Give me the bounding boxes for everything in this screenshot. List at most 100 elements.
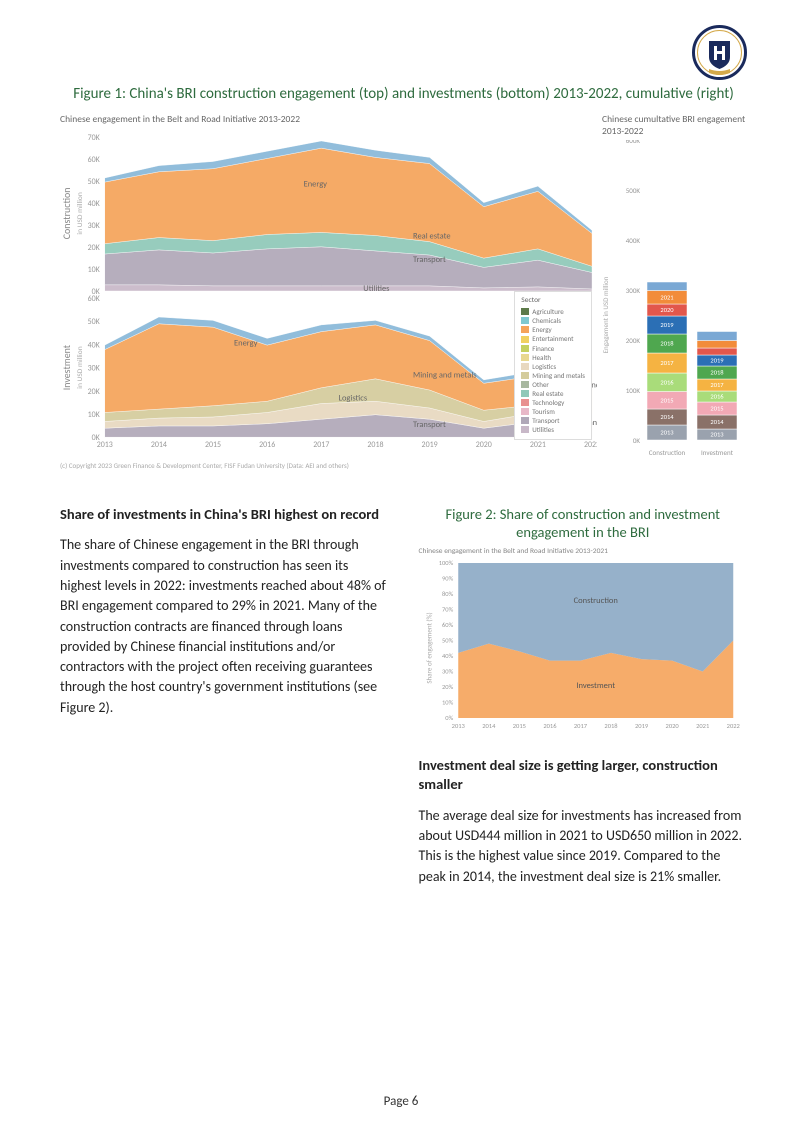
figure1-main-chart: Chinese engagement in the Belt and Road … bbox=[60, 113, 597, 470]
svg-text:20%: 20% bbox=[442, 683, 454, 691]
svg-text:600K: 600K bbox=[626, 140, 641, 145]
svg-text:Transport: Transport bbox=[413, 255, 446, 265]
svg-text:2015: 2015 bbox=[512, 722, 525, 730]
svg-text:2016: 2016 bbox=[710, 392, 724, 400]
content-columns: Share of investments in China's BRI high… bbox=[60, 505, 747, 888]
section2-heading: Investment deal size is getting larger, … bbox=[419, 756, 748, 794]
svg-text:Mining and metals: Mining and metals bbox=[413, 370, 477, 380]
figure1-footer: (c) Copyright 2023 Green Finance & Devel… bbox=[60, 461, 597, 470]
svg-text:2014: 2014 bbox=[660, 413, 674, 421]
svg-text:Construction: Construction bbox=[649, 448, 686, 457]
legend-item: Health bbox=[521, 353, 585, 362]
svg-text:2019: 2019 bbox=[422, 440, 438, 450]
main-chart-title: Chinese engagement in the Belt and Road … bbox=[60, 113, 597, 125]
side-chart-title: Chinese cumultative BRI engagement 2013-… bbox=[602, 113, 747, 137]
svg-text:50K: 50K bbox=[88, 317, 101, 327]
svg-text:80%: 80% bbox=[442, 590, 454, 598]
section2-text: The average deal size for investments ha… bbox=[419, 806, 748, 887]
svg-text:40K: 40K bbox=[88, 340, 101, 350]
figure1-title: Figure 1: China's BRI construction engag… bbox=[60, 85, 747, 105]
legend-item: Technology bbox=[521, 398, 585, 407]
svg-text:90%: 90% bbox=[442, 575, 454, 583]
svg-text:Investment: Investment bbox=[701, 448, 734, 457]
svg-text:400K: 400K bbox=[626, 236, 641, 245]
right-column: Figure 2: Share of construction and inve… bbox=[419, 505, 748, 888]
svg-text:2015: 2015 bbox=[660, 396, 673, 404]
svg-text:Energy: Energy bbox=[234, 338, 258, 348]
svg-text:60%: 60% bbox=[442, 621, 454, 629]
svg-text:10K: 10K bbox=[88, 409, 101, 419]
svg-text:100K: 100K bbox=[626, 386, 641, 395]
svg-text:2021: 2021 bbox=[660, 293, 673, 301]
svg-text:Utilities: Utilities bbox=[363, 283, 390, 293]
figure1-side-chart: Chinese cumultative BRI engagement 2013-… bbox=[602, 113, 747, 470]
section1-heading: Share of investments in China's BRI high… bbox=[60, 505, 389, 524]
svg-text:in USD million: in USD million bbox=[76, 346, 85, 388]
svg-text:40%: 40% bbox=[442, 652, 454, 660]
svg-text:2017: 2017 bbox=[313, 440, 329, 450]
legend-item: Agriculture bbox=[521, 307, 585, 316]
svg-text:10%: 10% bbox=[442, 699, 454, 707]
legend-item: Utilities bbox=[521, 425, 585, 434]
svg-text:Logistics: Logistics bbox=[338, 393, 367, 403]
section1-text: The share of Chinese engagement in the B… bbox=[60, 535, 389, 718]
svg-text:60K: 60K bbox=[88, 293, 101, 303]
svg-text:2022: 2022 bbox=[726, 722, 740, 730]
svg-text:in USD million: in USD million bbox=[76, 192, 85, 234]
svg-text:2014: 2014 bbox=[482, 722, 496, 730]
svg-text:Share of engagement (%): Share of engagement (%) bbox=[424, 613, 433, 684]
svg-text:2020: 2020 bbox=[660, 306, 674, 314]
svg-text:0%: 0% bbox=[445, 714, 453, 722]
svg-text:Construction: Construction bbox=[61, 187, 73, 239]
svg-text:20K: 20K bbox=[88, 386, 101, 396]
svg-text:2022: 2022 bbox=[584, 440, 597, 450]
svg-text:70%: 70% bbox=[442, 606, 454, 614]
svg-text:2018: 2018 bbox=[367, 440, 383, 450]
svg-text:2017: 2017 bbox=[660, 359, 674, 367]
svg-text:30K: 30K bbox=[88, 220, 101, 230]
figure2-chart: ConstructionInvestment 0%10%20%30%40%50%… bbox=[419, 558, 748, 733]
svg-text:2018: 2018 bbox=[710, 368, 724, 376]
svg-text:2018: 2018 bbox=[660, 339, 674, 347]
svg-text:2020: 2020 bbox=[665, 722, 679, 730]
svg-text:200K: 200K bbox=[626, 336, 641, 345]
svg-text:2021: 2021 bbox=[530, 440, 546, 450]
legend-item: Finance bbox=[521, 344, 585, 353]
svg-text:2019: 2019 bbox=[660, 321, 674, 329]
svg-text:2015: 2015 bbox=[205, 440, 221, 450]
legend-item: Chemicals bbox=[521, 316, 585, 325]
left-column: Share of investments in China's BRI high… bbox=[60, 505, 389, 888]
svg-text:2017: 2017 bbox=[710, 381, 724, 389]
svg-text:2020: 2020 bbox=[476, 440, 492, 450]
svg-text:2019: 2019 bbox=[634, 722, 648, 730]
svg-text:20K: 20K bbox=[88, 242, 101, 252]
svg-text:30%: 30% bbox=[442, 668, 454, 676]
svg-text:300K: 300K bbox=[626, 286, 641, 295]
svg-text:2016: 2016 bbox=[543, 722, 557, 730]
sector-legend: Sector AgricultureChemicalsEnergyEnterta… bbox=[514, 291, 592, 439]
svg-text:2016: 2016 bbox=[259, 440, 275, 450]
legend-item: Mining and metals bbox=[521, 371, 585, 380]
svg-text:2014: 2014 bbox=[151, 440, 167, 450]
institution-logo bbox=[692, 25, 747, 80]
svg-text:50%: 50% bbox=[442, 637, 454, 645]
legend-title: Sector bbox=[521, 296, 585, 305]
legend-item: Transport bbox=[521, 416, 585, 425]
svg-text:2016: 2016 bbox=[660, 378, 674, 386]
figure2-title: Figure 2: Share of construction and inve… bbox=[419, 505, 748, 543]
svg-text:40K: 40K bbox=[88, 198, 101, 208]
svg-text:Energy: Energy bbox=[304, 179, 328, 189]
legend-item: Real estate bbox=[521, 389, 585, 398]
svg-text:Transport: Transport bbox=[413, 420, 446, 430]
svg-text:60K: 60K bbox=[88, 154, 101, 164]
legend-item: Other bbox=[521, 380, 585, 389]
svg-text:2017: 2017 bbox=[573, 722, 587, 730]
svg-text:2015: 2015 bbox=[710, 404, 723, 412]
legend-item: Energy bbox=[521, 325, 585, 334]
svg-text:2013: 2013 bbox=[97, 440, 113, 450]
figure2-chart-title: Chinese engagement in the Belt and Road … bbox=[419, 547, 748, 556]
svg-text:70K: 70K bbox=[88, 132, 101, 142]
svg-text:Investment: Investment bbox=[61, 344, 73, 390]
svg-text:Real estate: Real estate bbox=[413, 231, 451, 241]
legend-item: Logistics bbox=[521, 362, 585, 371]
